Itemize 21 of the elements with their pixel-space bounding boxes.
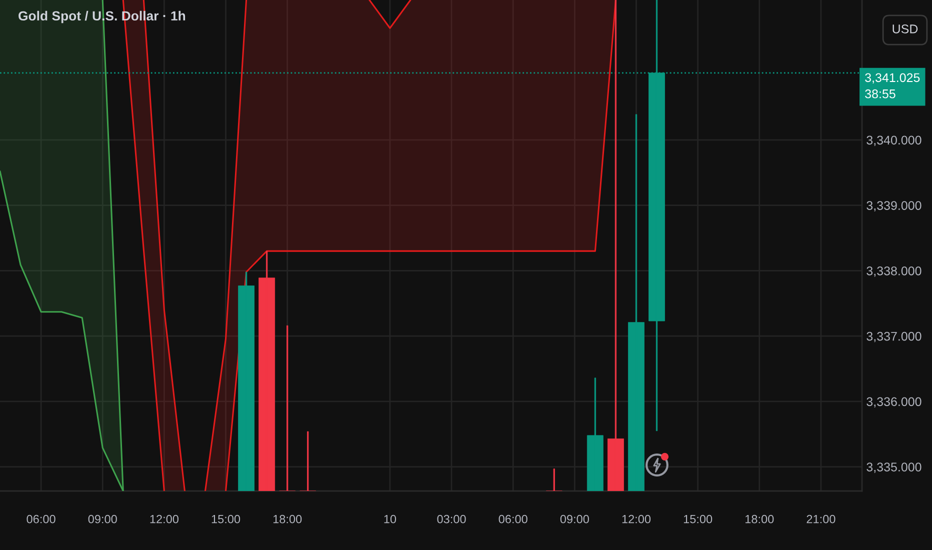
x-tick-label: 06:00 [26,514,56,524]
y-tick-label: 3,337.000 [866,332,922,342]
y-tick-label: 3,339.000 [866,201,922,212]
x-tick-label: 21:00 [806,514,836,524]
x-tick-label: 12:00 [150,514,178,524]
x-tick-label: 18:00 [273,514,302,524]
x-tick-label: 06:00 [498,514,528,524]
x-tick-label: 18:00 [746,514,774,524]
x-tick-label: 15:00 [684,514,712,524]
y-tick-label: 3,338.000 [866,266,922,277]
x-tick-label: 10 [384,514,396,524]
y-axis-title: USD [892,24,918,34]
y-tick-label: 3,335.000 [866,462,922,473]
x-tick-label: 15:00 [212,514,240,524]
x-tick-label: 03:00 [437,514,466,524]
x-tick-label: 09:00 [560,514,589,524]
ref-line-label: 3,341.025 38:55 [865,73,920,98]
y-tick-label: 3,336.000 [866,397,922,408]
x-tick-label: 09:00 [88,514,117,524]
x-tick-label: 12:00 [622,514,651,524]
y-tick-label: 3,340.000 [866,136,922,146]
